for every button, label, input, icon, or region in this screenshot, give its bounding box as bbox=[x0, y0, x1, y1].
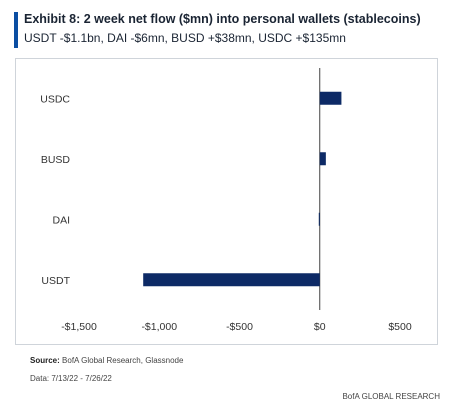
category-label-busd: BUSD bbox=[41, 154, 71, 166]
category-label-dai: DAI bbox=[52, 214, 70, 226]
x-tick-label: -$500 bbox=[226, 321, 253, 333]
bar-dai bbox=[318, 212, 320, 226]
chart-subtitle: USDT -$1.1bn, DAI -$6mn, BUSD +$38mn, US… bbox=[24, 31, 346, 45]
chart-title: Exhibit 8: 2 week net flow ($mn) into pe… bbox=[24, 12, 421, 26]
x-tick-label: -$1,000 bbox=[141, 321, 177, 333]
title-accent-bar bbox=[14, 12, 18, 48]
bar-usdc bbox=[319, 91, 342, 105]
source-label: Source: bbox=[30, 356, 60, 365]
source-text: BofA Global Research, Glassnode bbox=[62, 356, 184, 365]
bar-busd bbox=[319, 152, 326, 166]
x-tick-label: -$1,500 bbox=[61, 321, 97, 333]
bar-usdt bbox=[143, 273, 320, 287]
x-tick-label: $0 bbox=[314, 321, 326, 333]
x-tick-label: $500 bbox=[388, 321, 412, 333]
category-label-usdc: USDC bbox=[40, 93, 70, 105]
category-label-usdt: USDT bbox=[41, 275, 70, 287]
chart-frame bbox=[15, 58, 438, 345]
brand-label: BofA GLOBAL RESEARCH bbox=[342, 392, 440, 401]
source-note: Source: BofA Global Research, Glassnode bbox=[30, 356, 183, 365]
date-note: Data: 7/13/22 - 7/26/22 bbox=[30, 374, 112, 383]
